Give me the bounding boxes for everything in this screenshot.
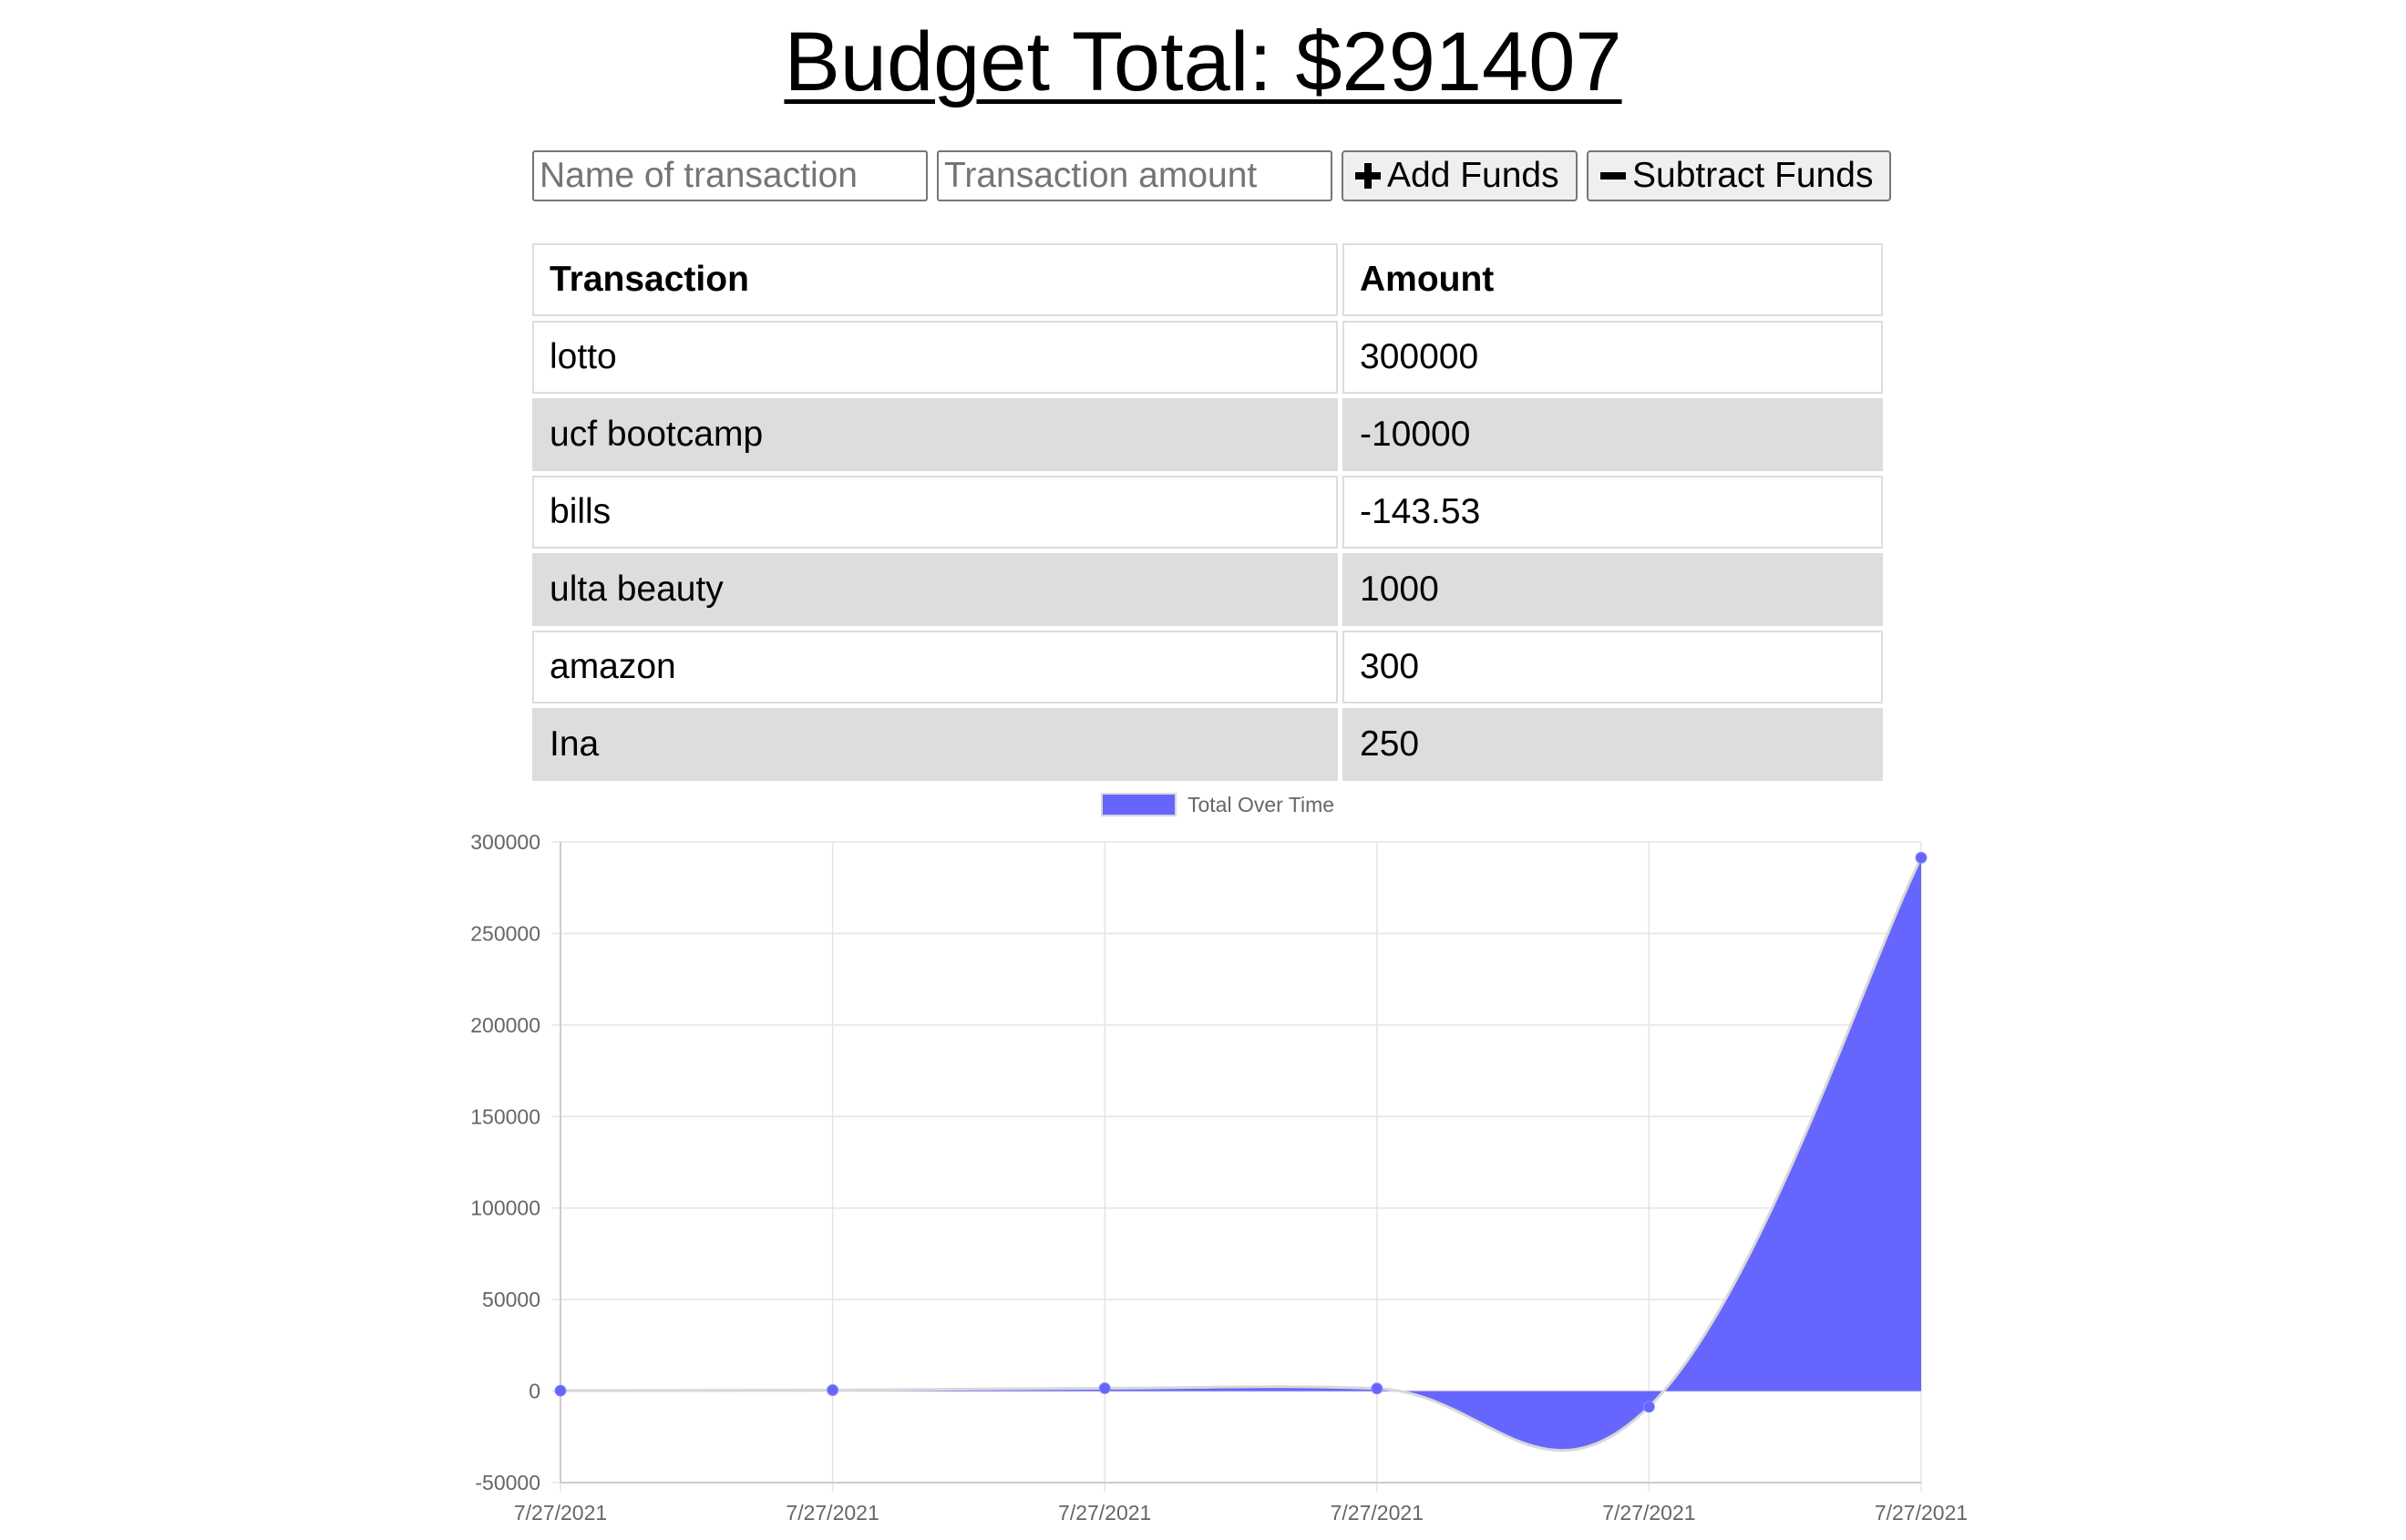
series-area <box>560 857 1921 1451</box>
x-tick-label: 7/27/2021 <box>1331 1501 1424 1525</box>
add-funds-label: Add Funds <box>1387 156 1559 195</box>
x-tick-label: 7/27/2021 <box>786 1501 879 1525</box>
transaction-amount-cell: 1000 <box>1342 553 1883 626</box>
table-header-row: Transaction Amount <box>532 243 1883 316</box>
transaction-name-cell: Ina <box>532 708 1338 781</box>
y-tick-label: -50000 <box>475 1471 540 1494</box>
table-row: amazon 300 <box>532 631 1883 703</box>
header-amount: Amount <box>1342 243 1883 316</box>
transaction-amount-cell: 250 <box>1342 708 1883 781</box>
data-point <box>827 1383 839 1396</box>
y-tick-label: 300000 <box>470 830 540 854</box>
y-tick-label: 50000 <box>482 1288 540 1311</box>
transaction-amount-cell: -10000 <box>1342 398 1883 471</box>
data-point <box>1915 851 1928 864</box>
y-tick-label: 0 <box>529 1380 540 1403</box>
subtract-funds-label: Subtract Funds <box>1632 156 1874 195</box>
transaction-form: Add Funds Subtract Funds <box>532 150 1891 201</box>
plus-icon <box>1354 162 1382 190</box>
transaction-amount-input[interactable] <box>937 150 1332 201</box>
x-tick-label: 7/27/2021 <box>1875 1501 1968 1525</box>
y-tick-label: 200000 <box>470 1013 540 1037</box>
add-funds-button[interactable]: Add Funds <box>1342 150 1578 201</box>
table-row: bills -143.53 <box>532 476 1883 549</box>
header-transaction: Transaction <box>532 243 1338 316</box>
data-point <box>1371 1382 1383 1395</box>
legend-swatch <box>1101 793 1177 816</box>
budget-total-title: Budget Total: $291407 <box>784 15 1622 108</box>
data-point <box>554 1384 567 1397</box>
table-row: ulta beauty 1000 <box>532 553 1883 626</box>
y-tick-label: 150000 <box>470 1104 540 1128</box>
x-tick-label: 7/27/2021 <box>1602 1501 1695 1525</box>
series-line <box>560 857 1923 1453</box>
data-point <box>1642 1401 1655 1413</box>
x-tick-label: 7/27/2021 <box>1058 1501 1151 1525</box>
minus-icon <box>1599 162 1627 190</box>
legend-label: Total Over Time <box>1188 793 1334 816</box>
transaction-name-cell: bills <box>532 476 1338 549</box>
table-row: ucf bootcamp -10000 <box>532 398 1883 471</box>
transaction-amount-cell: 300 <box>1342 631 1883 703</box>
table-row: lotto 300000 <box>532 321 1883 394</box>
data-point <box>1098 1381 1111 1394</box>
transactions-table: Transaction Amount lotto 300000 ucf boot… <box>528 239 1887 785</box>
total-over-time-chart: 300000 250000 200000 150000 100000 50000 0 -500… <box>470 793 1968 1525</box>
transaction-name-input[interactable] <box>532 150 928 201</box>
transaction-name-cell: ulta beauty <box>532 553 1338 626</box>
transaction-name-cell: lotto <box>532 321 1338 394</box>
table-row: Ina 250 <box>532 708 1883 781</box>
subtract-funds-button[interactable]: Subtract Funds <box>1587 150 1891 201</box>
transaction-amount-cell: 300000 <box>1342 321 1883 394</box>
transaction-name-cell: ucf bootcamp <box>532 398 1338 471</box>
y-tick-label: 250000 <box>470 921 540 945</box>
y-tick-label: 100000 <box>470 1196 540 1220</box>
x-tick-label: 7/27/2021 <box>514 1501 607 1525</box>
transaction-name-cell: amazon <box>532 631 1338 703</box>
transaction-amount-cell: -143.53 <box>1342 476 1883 549</box>
